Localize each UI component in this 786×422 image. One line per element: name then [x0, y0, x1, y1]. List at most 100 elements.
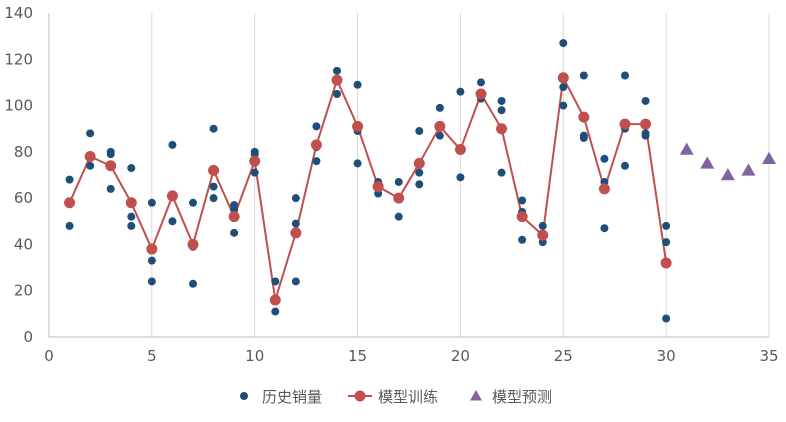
- x-tick-label: 30: [657, 347, 676, 365]
- history-point: [456, 87, 465, 96]
- x-tick-label: 0: [44, 347, 54, 365]
- history-point: [662, 238, 671, 247]
- y-tick-label: 140: [4, 4, 33, 22]
- training-line: [68, 76, 668, 301]
- legend: 历史销量 模型训练 模型预测: [240, 388, 552, 406]
- y-tick-label: 20: [14, 282, 33, 300]
- history-point: [168, 140, 177, 149]
- y-tick-label: 60: [14, 189, 33, 207]
- training-point: [125, 197, 137, 209]
- y-tick-label: 100: [4, 97, 33, 115]
- legend-forecast-marker: [470, 390, 482, 401]
- y-tick-label: 0: [23, 328, 33, 346]
- grid-lines: [151, 13, 770, 337]
- legend-history-marker: [240, 392, 248, 400]
- history-point: [600, 154, 609, 163]
- training-point: [475, 88, 487, 100]
- training-line-path: [68, 76, 668, 301]
- history-point: [291, 219, 300, 228]
- training-point: [372, 181, 384, 193]
- training-point: [434, 120, 446, 132]
- legend-forecast-label: 模型预测: [492, 388, 552, 406]
- history-point: [394, 177, 403, 186]
- axes: [48, 13, 769, 338]
- training-point: [619, 118, 631, 130]
- tick-labels: 0 5 10 15 20 25 30 35 0 20 40 60 80 100 120 140: [4, 4, 778, 365]
- history-point: [415, 168, 424, 177]
- training-point: [557, 72, 569, 84]
- training-point: [393, 192, 405, 204]
- forecast-point: [700, 156, 715, 169]
- history-point: [621, 161, 629, 170]
- history-point: [147, 256, 156, 265]
- history-point: [291, 277, 300, 286]
- training-points: [64, 72, 672, 306]
- training-point: [537, 229, 549, 241]
- history-point: [147, 198, 156, 207]
- training-point: [660, 257, 672, 269]
- training-point: [454, 144, 466, 156]
- forecast-point: [762, 151, 776, 165]
- y-tick-label: 80: [14, 143, 33, 161]
- x-tick-label: 20: [451, 347, 470, 365]
- history-point: [209, 182, 218, 191]
- x-tick-label: 15: [348, 347, 367, 365]
- history-point: [86, 129, 95, 138]
- legend-training-label: 模型训练: [378, 388, 438, 406]
- history-point: [147, 277, 156, 286]
- training-point: [269, 294, 281, 306]
- history-point: [271, 277, 280, 286]
- history-point: [291, 194, 300, 203]
- training-point: [598, 183, 610, 195]
- history-point: [559, 83, 568, 92]
- training-point: [146, 243, 158, 255]
- history-point: [168, 217, 177, 226]
- history-point: [497, 168, 506, 177]
- history-point: [538, 221, 547, 230]
- training-point: [290, 227, 302, 239]
- history-point: [662, 314, 671, 323]
- history-point: [353, 80, 362, 89]
- history-point: [621, 71, 629, 80]
- history-point: [394, 212, 403, 221]
- forecast-points: [679, 142, 776, 181]
- forecast-point: [741, 163, 756, 176]
- history-point: [127, 212, 136, 221]
- training-point: [496, 123, 508, 135]
- training-point: [187, 238, 199, 250]
- history-point: [271, 307, 280, 316]
- training-point: [228, 211, 240, 223]
- history-point: [456, 173, 465, 182]
- training-point: [166, 190, 178, 202]
- history-point: [641, 96, 650, 105]
- training-point: [84, 150, 96, 162]
- history-point: [497, 106, 506, 115]
- history-point: [189, 198, 197, 207]
- training-point: [208, 164, 220, 176]
- history-point: [600, 224, 609, 233]
- history-point: [333, 90, 341, 98]
- history-point: [106, 184, 115, 193]
- history-point: [209, 124, 218, 133]
- history-point: [415, 180, 424, 189]
- history-point: [579, 71, 588, 80]
- history-point: [312, 157, 321, 166]
- history-point: [579, 133, 588, 142]
- legend-history-label: 历史销量: [262, 388, 322, 406]
- history-point: [250, 168, 259, 177]
- history-point: [518, 196, 527, 205]
- history-point: [312, 122, 321, 131]
- history-point: [230, 228, 239, 237]
- training-point: [640, 118, 652, 130]
- history-point: [518, 235, 527, 244]
- history-point: [435, 131, 444, 140]
- history-point: [559, 101, 568, 110]
- training-point: [516, 211, 528, 223]
- training-point: [249, 155, 261, 167]
- x-tick-label: 10: [245, 347, 264, 365]
- history-point: [189, 279, 197, 288]
- training-point: [331, 74, 343, 86]
- forecast-point: [720, 168, 735, 181]
